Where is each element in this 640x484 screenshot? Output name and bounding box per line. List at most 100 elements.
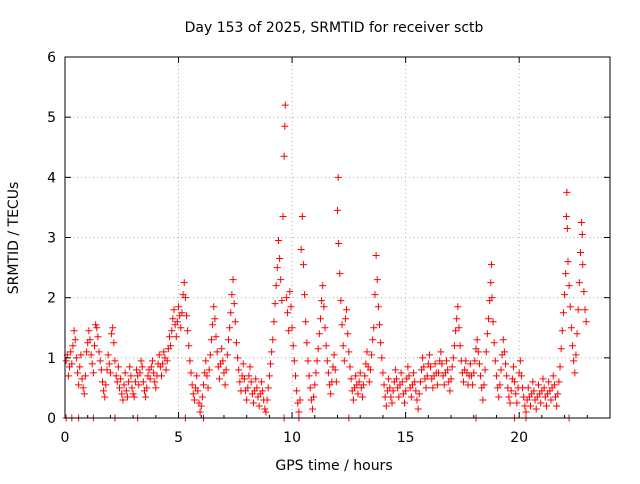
data-point (376, 321, 384, 329)
data-point (110, 339, 118, 347)
data-point (278, 297, 286, 305)
data-point (487, 279, 495, 287)
data-point (330, 351, 338, 359)
data-point (295, 408, 303, 416)
data-point (517, 372, 525, 380)
data-point (184, 327, 192, 335)
data-point (466, 360, 474, 368)
data-point (257, 378, 265, 386)
data-point (151, 378, 159, 386)
x-tick-label: 5 (174, 430, 183, 446)
data-point (194, 387, 202, 395)
data-point (473, 336, 481, 344)
data-point (500, 348, 508, 356)
data-point (580, 288, 588, 296)
data-point (276, 255, 284, 263)
data-point (142, 393, 150, 401)
data-point (284, 309, 292, 317)
data-point (118, 390, 126, 398)
data-point (105, 360, 113, 368)
data-point (496, 381, 504, 389)
data-point (113, 378, 121, 386)
data-point (281, 122, 289, 130)
data-point (482, 348, 490, 356)
data-point (143, 384, 151, 392)
data-point (297, 246, 305, 254)
data-point (239, 360, 247, 368)
x-tick-label: 15 (397, 430, 415, 446)
data-point (507, 387, 515, 395)
data-point (230, 300, 238, 308)
data-point (395, 393, 403, 401)
data-point (556, 363, 564, 371)
data-point (366, 366, 374, 374)
data-point (71, 336, 79, 344)
data-point (581, 306, 589, 314)
data-point (279, 212, 287, 220)
data-point (516, 357, 524, 365)
data-point (400, 399, 408, 407)
data-point (259, 387, 267, 395)
data-point (169, 315, 177, 323)
data-point (114, 363, 122, 371)
data-point (226, 324, 234, 332)
data-point (449, 354, 457, 362)
data-point (578, 218, 586, 226)
data-point (210, 303, 218, 311)
data-point (178, 309, 186, 317)
data-point (102, 381, 110, 389)
y-tick-label: 0 (47, 411, 56, 427)
data-point (281, 101, 289, 109)
data-point (304, 357, 312, 365)
data-point (138, 363, 146, 371)
data-point (83, 348, 91, 356)
data-point (341, 315, 349, 323)
data-point (286, 288, 294, 296)
data-point (73, 369, 81, 377)
data-point (72, 354, 80, 362)
data-point (477, 372, 485, 380)
data-point (454, 303, 462, 311)
data-point (316, 315, 324, 323)
data-point (211, 315, 219, 323)
data-point (175, 303, 183, 311)
data-point (298, 212, 306, 220)
data-point (181, 294, 189, 302)
data-point (285, 327, 293, 335)
data-point (503, 372, 511, 380)
data-point (558, 327, 566, 335)
data-point (554, 390, 562, 398)
y-tick-label: 1 (47, 351, 56, 367)
data-point (405, 372, 413, 380)
x-axis-label: GPS time / hours (275, 458, 392, 474)
data-point (245, 372, 253, 380)
chart-title: Day 153 of 2025, SRMTID for receiver sct… (185, 20, 484, 36)
data-point (123, 393, 131, 401)
data-point (509, 363, 517, 371)
tick-labels: 0 5 10 15 20 0 1 2 3 4 5 6 (47, 50, 528, 446)
data-point (88, 360, 96, 368)
data-point (524, 384, 532, 392)
data-point (313, 357, 321, 365)
data-point (380, 381, 388, 389)
data-point (387, 393, 395, 401)
data-point (502, 360, 510, 368)
data-point (236, 378, 244, 386)
data-point (386, 384, 394, 392)
data-point (363, 348, 371, 356)
data-point (128, 384, 136, 392)
data-point (338, 321, 346, 329)
data-point (290, 357, 298, 365)
data-point (223, 351, 231, 359)
data-point (368, 351, 376, 359)
data-point (334, 206, 341, 214)
data-point (315, 330, 323, 338)
data-point (314, 345, 322, 353)
data-point (162, 366, 170, 374)
data-point (301, 291, 309, 299)
data-point (572, 351, 580, 359)
data-point (564, 258, 572, 266)
data-point (108, 330, 116, 338)
data-point (372, 252, 380, 260)
data-point (127, 372, 135, 380)
